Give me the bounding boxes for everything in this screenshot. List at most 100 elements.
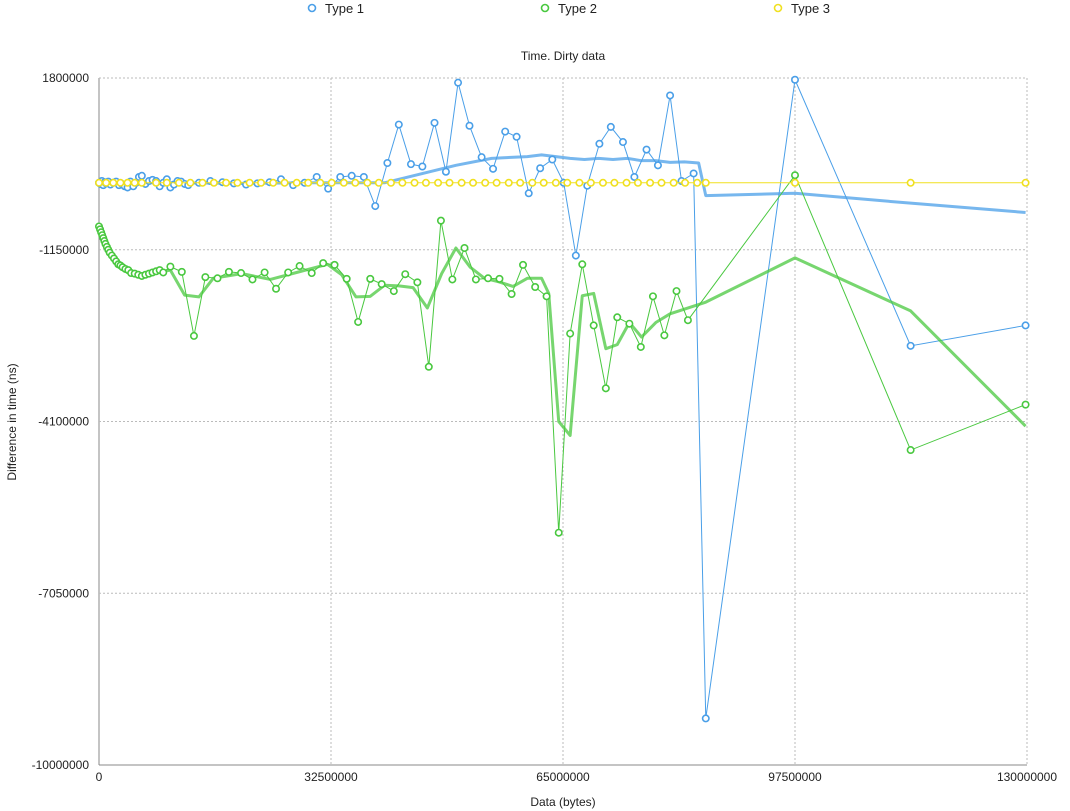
data-point — [386, 178, 395, 187]
data-point — [177, 267, 186, 276]
data-point — [648, 292, 657, 301]
data-point — [519, 260, 528, 269]
data-point — [790, 178, 799, 187]
x-tick-label: 65000000 — [536, 770, 590, 784]
y-axis-ticks: 1800000 -1150000 -4100000 -7050000 -10000000 — [32, 71, 90, 772]
data-point — [642, 145, 651, 154]
data-point — [548, 155, 557, 164]
legend-label: Type 3 — [791, 1, 830, 16]
data-point — [589, 321, 598, 330]
y-tick-label: 1800000 — [42, 71, 89, 85]
data-point — [653, 161, 662, 170]
series-line — [98, 174, 1026, 533]
data-point — [666, 91, 675, 100]
data-point — [1021, 321, 1030, 330]
data-point — [418, 162, 427, 171]
data-point — [354, 317, 363, 326]
data-point — [669, 178, 678, 187]
data-point — [1021, 400, 1030, 409]
data-point — [457, 178, 466, 187]
data-point — [481, 178, 490, 187]
data-point — [398, 178, 407, 187]
data-point — [209, 178, 218, 187]
data-point — [689, 169, 698, 178]
data-point — [492, 178, 501, 187]
x-axis-title: Data (bytes) — [530, 795, 595, 809]
data-point — [257, 178, 266, 187]
data-point — [359, 172, 368, 181]
data-point — [436, 216, 445, 225]
data-point — [374, 178, 383, 187]
data-point — [477, 153, 486, 162]
data-point — [233, 178, 242, 187]
data-point — [389, 287, 398, 296]
data-point — [201, 273, 210, 282]
x-axis-ticks: 0 32500000 65000000 97500000 130000000 — [96, 770, 1058, 784]
data-point — [701, 178, 710, 187]
data-point — [434, 178, 443, 187]
y-tick-label: -10000000 — [32, 758, 90, 772]
data-point — [536, 164, 545, 173]
data-point — [507, 289, 516, 298]
data-point — [319, 259, 328, 268]
data-point — [342, 274, 351, 283]
data-point — [460, 244, 469, 253]
data-point — [448, 275, 457, 284]
data-point — [213, 274, 222, 283]
data-point — [489, 164, 498, 173]
data-point — [1021, 178, 1030, 187]
data-point — [351, 178, 360, 187]
data-point — [906, 446, 915, 455]
data-point — [130, 178, 139, 187]
data-point — [366, 274, 375, 283]
data-point — [272, 284, 281, 293]
data-point — [701, 714, 710, 723]
chart-title: Time. Dirty data — [521, 49, 606, 63]
data-point — [363, 178, 372, 187]
data-point — [339, 178, 348, 187]
data-point — [109, 178, 118, 187]
series-2 — [95, 171, 1030, 537]
data-point — [307, 269, 316, 278]
data-point — [657, 178, 666, 187]
data-point — [601, 384, 610, 393]
legend-marker — [307, 3, 317, 13]
y-tick-label: -4100000 — [38, 415, 89, 429]
data-point — [613, 313, 622, 322]
data-point — [410, 178, 419, 187]
data-point — [116, 178, 125, 187]
data-point — [222, 178, 231, 187]
data-point — [424, 362, 433, 371]
data-point — [394, 120, 403, 129]
data-point — [672, 287, 681, 296]
data-point — [660, 331, 669, 340]
data-point — [430, 118, 439, 127]
data-point — [469, 178, 478, 187]
data-point — [622, 178, 631, 187]
data-point — [471, 275, 480, 284]
data-point — [542, 292, 551, 301]
data-point — [174, 178, 183, 187]
x-tick-label: 130000000 — [997, 770, 1057, 784]
data-point — [159, 268, 168, 277]
data-point — [595, 139, 604, 148]
data-point — [531, 283, 540, 292]
data-point — [269, 178, 278, 187]
data-point — [554, 528, 563, 537]
data-point — [790, 75, 799, 84]
data-point — [571, 251, 580, 260]
data-point — [539, 178, 548, 187]
data-point — [563, 178, 572, 187]
data-point — [454, 78, 463, 87]
data-point — [336, 172, 345, 181]
data-point — [224, 267, 233, 276]
legend-marker — [540, 3, 550, 13]
data-point — [383, 159, 392, 168]
data-point — [137, 171, 146, 180]
plot-area — [95, 75, 1030, 723]
legend-label: Type 2 — [558, 1, 597, 16]
y-tick-label: -7050000 — [38, 586, 89, 600]
data-point — [906, 341, 915, 350]
data-point — [681, 178, 690, 187]
